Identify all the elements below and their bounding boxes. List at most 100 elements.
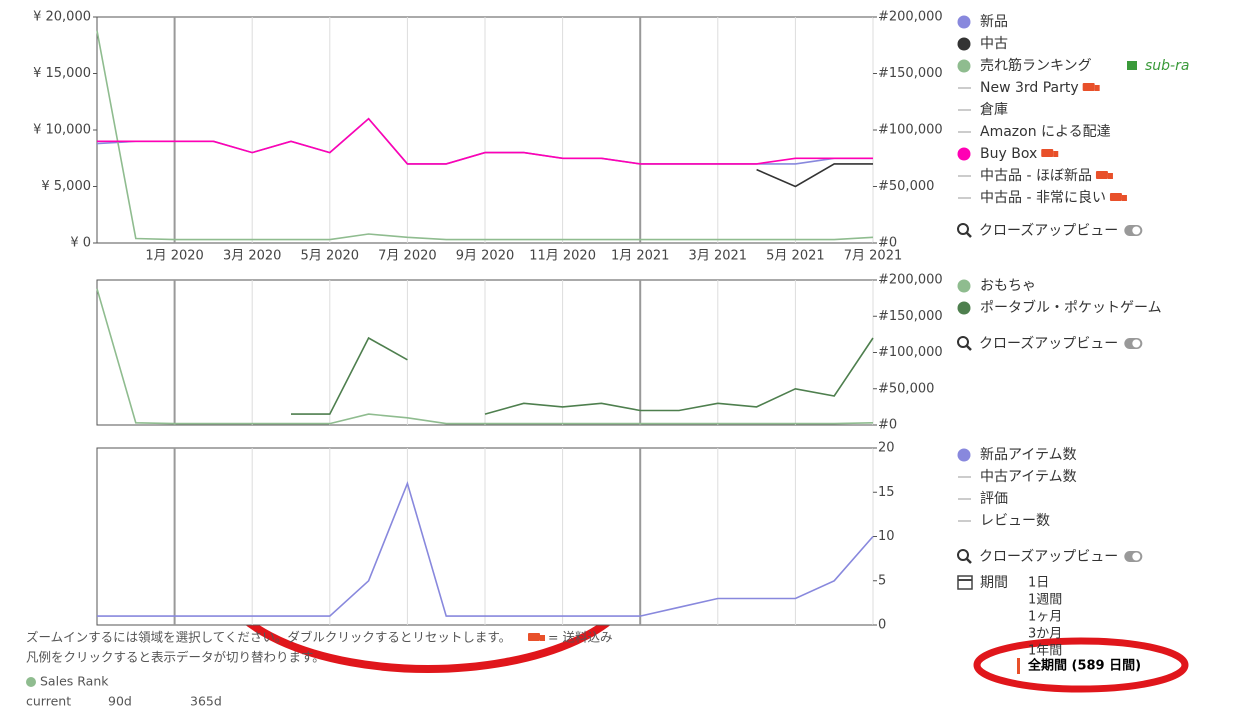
y-tick-label: #50,000 (878, 179, 934, 194)
legend-label[interactable]: 中古 (980, 36, 1008, 52)
series-line (291, 336, 874, 415)
closeup-toggle-knob (1132, 226, 1141, 235)
y-tick-label: #150,000 (878, 66, 943, 81)
x-tick-label: 5月 2020 (301, 249, 360, 264)
y-tick-label: ¥ 5,000 (41, 179, 91, 194)
y-tick-label: #50,000 (878, 381, 934, 396)
sales-rank-marker (26, 677, 36, 687)
x-tick-label: 11月 2020 (529, 249, 596, 264)
shipping-note: = 送料込み (548, 630, 612, 645)
closeup-toggle-knob (1132, 552, 1141, 561)
y-tick-label: 20 (878, 441, 895, 456)
y-tick-label: ¥ 10,000 (33, 123, 91, 138)
legend-marker[interactable] (957, 301, 971, 315)
x-tick-label: 1月 2021 (611, 249, 670, 264)
x-tick-label: 1月 2020 (145, 249, 204, 264)
legend-label[interactable]: 評価 (980, 491, 1008, 507)
y-tick-label: #200,000 (878, 273, 943, 288)
shipping-icon (1109, 193, 1122, 201)
magnifier-icon (957, 336, 969, 348)
sales-rank-column: 90d (108, 694, 132, 709)
y-tick-label: #0 (878, 236, 897, 251)
series-line (96, 30, 874, 241)
magnifier-icon (957, 223, 969, 235)
legend-label[interactable]: Buy Box (980, 146, 1037, 162)
period-option[interactable]: 全期間 (589 日間) (1027, 658, 1141, 674)
x-tick-label: 7月 2021 (844, 249, 903, 264)
shipping-icon (1082, 83, 1095, 91)
legend-label[interactable]: 倉庫 (980, 101, 1008, 118)
y-tick-label: #100,000 (878, 345, 943, 360)
x-tick-label: 3月 2021 (689, 249, 748, 264)
legend-label[interactable]: レビュー数 (980, 513, 1050, 529)
legend-label[interactable]: 中古品 - 非常に良い (980, 190, 1106, 206)
legend-label[interactable]: おもちゃ (980, 278, 1036, 294)
shipping-icon (540, 635, 545, 641)
tree-icon (1127, 61, 1137, 70)
legend-badge: sub-ra (1145, 58, 1189, 74)
shipping-icon (1094, 85, 1100, 91)
legend-marker[interactable] (957, 147, 971, 161)
closeup-label[interactable]: クローズアップビュー (979, 336, 1118, 352)
shipping-icon (528, 633, 540, 641)
shipping-icon (1107, 173, 1113, 179)
x-tick-label: 9月 2020 (456, 249, 515, 264)
y-tick-label: ¥ 20,000 (33, 10, 91, 25)
sales-rank-title: Sales Rank (40, 674, 109, 689)
magnifier-icon (966, 232, 972, 238)
annotation-ellipse (973, 637, 1189, 693)
shipping-icon (1053, 151, 1059, 157)
y-tick-label: 0 (878, 618, 886, 633)
y-tick-label: 5 (878, 573, 886, 588)
magnifier-icon (966, 558, 972, 564)
shipping-icon (1121, 195, 1127, 201)
period-option[interactable]: 1日 (1028, 576, 1049, 591)
legend-label[interactable]: Amazon による配達 (980, 124, 1111, 140)
y-tick-label: 15 (878, 485, 895, 500)
period-option[interactable]: 1週間 (1028, 593, 1062, 608)
x-tick-label: 3月 2020 (223, 249, 282, 264)
y-tick-label: #150,000 (878, 309, 943, 324)
legend-label[interactable]: 中古品 - ほぼ新品 (980, 168, 1092, 184)
shipping-icon (1041, 149, 1054, 157)
legend-label[interactable]: 売れ筋ランキング (980, 57, 1092, 74)
magnifier-icon (966, 345, 972, 351)
period-selected-bar (1017, 658, 1020, 674)
y-tick-label: 10 (878, 529, 895, 544)
sales-rank-column: current (26, 694, 71, 709)
y-tick-label: #100,000 (878, 123, 943, 138)
legend-label[interactable]: 新品アイテム数 (980, 447, 1077, 463)
closeup-toggle-knob (1132, 339, 1141, 348)
period-option[interactable]: 3か月 (1028, 627, 1062, 642)
sales-rank-column: 365d (190, 694, 222, 709)
period-label: 期間 (980, 575, 1008, 591)
series-line (97, 117, 873, 165)
closeup-label[interactable]: クローズアップビュー (979, 549, 1118, 565)
closeup-label[interactable]: クローズアップビュー (979, 223, 1118, 239)
series-line (97, 480, 874, 617)
legend-marker[interactable] (957, 279, 971, 293)
zoom-hint: ズームインするには領域を選択してください。ダブルクリックするとリセットします。 (26, 630, 511, 645)
y-tick-label: ¥ 0 (70, 236, 91, 251)
calendar-icon (957, 575, 973, 590)
magnifier-icon (957, 549, 969, 561)
legend-label[interactable]: New 3rd Party (980, 80, 1079, 96)
legend-marker[interactable] (957, 448, 971, 462)
x-tick-label: 5月 2021 (766, 249, 825, 264)
y-tick-label: #0 (878, 418, 897, 433)
series-line (96, 288, 874, 425)
legend-marker[interactable] (957, 59, 971, 73)
legend-label[interactable]: 中古アイテム数 (980, 469, 1077, 485)
period-option[interactable]: 1ヶ月 (1028, 610, 1062, 625)
period-option[interactable]: 1年間 (1028, 644, 1062, 659)
legend-label[interactable]: 新品 (980, 14, 1008, 30)
legend-hint: 凡例をクリックすると表示データが切り替わります。 (26, 650, 325, 665)
y-tick-label: #200,000 (878, 10, 943, 25)
legend-marker[interactable] (957, 37, 971, 51)
shipping-icon (1095, 171, 1108, 179)
series-line (756, 163, 873, 188)
legend-marker[interactable] (957, 15, 971, 29)
legend-label[interactable]: ポータブル・ポケットゲーム (980, 299, 1162, 316)
y-tick-label: ¥ 15,000 (33, 66, 91, 81)
